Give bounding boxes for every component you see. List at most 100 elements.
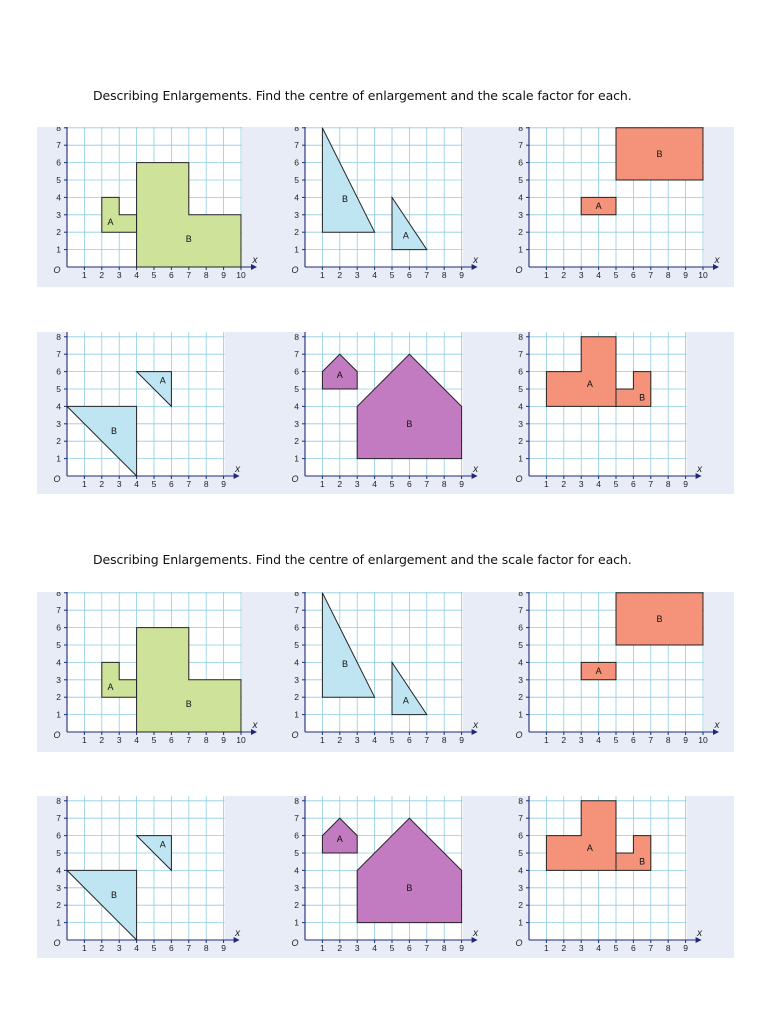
y-tick-label: 6 — [518, 367, 523, 377]
x-axis-label: x — [472, 464, 479, 475]
y-tick-label: 1 — [518, 918, 523, 928]
x-tick-label: 4 — [372, 479, 377, 489]
origin-label: O — [515, 265, 522, 275]
x-tick-label: 10 — [698, 270, 708, 280]
y-tick-label: 3 — [518, 210, 523, 220]
x-tick-label: 7 — [424, 270, 429, 280]
y-tick-label: 5 — [294, 175, 299, 185]
shape-b — [615, 592, 704, 646]
shape-label-b: B — [639, 857, 645, 867]
graphs-svg-3: 12345678910123456789OxyaAB12345678912345… — [53, 592, 721, 745]
x-tick-label: 2 — [337, 479, 342, 489]
x-tick-label: 6 — [169, 270, 174, 280]
x-tick-label: 2 — [337, 735, 342, 745]
y-tick-label: 1 — [294, 454, 299, 464]
y-tick-label: 8 — [294, 127, 299, 133]
y-tick-label: 5 — [518, 175, 523, 185]
x-axis-arrow-icon — [471, 937, 478, 943]
graphs-svg-1: 12345678910123456789OxyaAB12345678912345… — [53, 127, 721, 280]
x-tick-label: 7 — [424, 943, 429, 953]
y-tick-label: 4 — [56, 401, 61, 411]
origin-label: O — [515, 938, 522, 948]
x-axis-arrow-icon — [471, 729, 478, 735]
x-tick-label: 1 — [320, 270, 325, 280]
shape-label-b: B — [111, 890, 117, 900]
y-tick-label: 3 — [294, 210, 299, 220]
y-tick-label: 6 — [56, 623, 61, 633]
x-tick-label: 2 — [337, 943, 342, 953]
y-tick-label: 2 — [56, 692, 61, 702]
x-tick-label: 6 — [407, 479, 412, 489]
shape-a — [321, 353, 358, 390]
x-tick-label: 3 — [117, 735, 122, 745]
y-tick-label: 3 — [518, 419, 523, 429]
x-tick-label: 6 — [631, 943, 636, 953]
y-tick-label: 5 — [56, 640, 61, 650]
y-tick-label: 2 — [294, 900, 299, 910]
x-tick-label: 9 — [221, 270, 226, 280]
shape-label-b: B — [639, 393, 645, 403]
graphs-svg-2: 123456789123456789OxyaBA1234567891234567… — [53, 332, 703, 489]
y-tick-label: 2 — [56, 900, 61, 910]
x-tick-label: 6 — [631, 270, 636, 280]
graph-a: 123456789123456789OxyaBA — [53, 796, 241, 953]
y-tick-label: 7 — [56, 605, 61, 615]
x-tick-label: 5 — [152, 735, 157, 745]
x-tick-label: 3 — [355, 735, 360, 745]
y-tick-label: 3 — [518, 883, 523, 893]
y-tick-label: 3 — [56, 675, 61, 685]
x-tick-label: 1 — [82, 479, 87, 489]
x-tick-label: 2 — [561, 735, 566, 745]
origin-label: O — [515, 474, 522, 484]
y-tick-label: 2 — [518, 692, 523, 702]
y-tick-label: 1 — [518, 454, 523, 464]
y-tick-label: 1 — [294, 245, 299, 255]
x-tick-label: 5 — [390, 270, 395, 280]
graph-b: 123456789123456789OxybAB — [291, 332, 479, 489]
shape-label-a: A — [587, 379, 593, 389]
worksheet-heading-1: Describing Enlargements. Find the centre… — [93, 88, 632, 103]
x-tick-label: 3 — [355, 943, 360, 953]
x-axis-arrow-icon — [471, 473, 478, 479]
shape-b — [136, 627, 242, 733]
shape-label-b: B — [186, 699, 192, 709]
x-tick-label: 5 — [390, 943, 395, 953]
x-tick-label: 7 — [186, 735, 191, 745]
x-tick-label: 2 — [99, 735, 104, 745]
y-tick-label: 8 — [56, 592, 61, 598]
x-axis-label: x — [252, 720, 259, 731]
shape-label-b: B — [186, 234, 192, 244]
x-tick-label: 3 — [579, 943, 584, 953]
x-tick-label: 8 — [666, 270, 671, 280]
shape-a — [321, 817, 358, 854]
shape-label-a: A — [107, 682, 113, 692]
x-tick-label: 6 — [631, 735, 636, 745]
y-tick-label: 4 — [518, 192, 523, 202]
graph-a: 12345678910123456789OxyaAB — [53, 592, 259, 745]
graph-b: 123456789123456789OxybBA — [291, 127, 479, 280]
x-tick-label: 6 — [407, 270, 412, 280]
y-tick-label: 5 — [56, 384, 61, 394]
x-axis-label: x — [472, 928, 479, 939]
y-tick-label: 6 — [518, 623, 523, 633]
x-tick-label: 2 — [561, 270, 566, 280]
x-tick-label: 1 — [544, 479, 549, 489]
x-tick-label: 8 — [666, 735, 671, 745]
x-tick-label: 6 — [169, 943, 174, 953]
x-tick-label: 5 — [614, 735, 619, 745]
x-tick-label: 5 — [152, 479, 157, 489]
x-axis-label: x — [234, 928, 241, 939]
y-tick-label: 3 — [294, 883, 299, 893]
x-axis-label: x — [696, 464, 703, 475]
shape-a — [391, 195, 428, 251]
x-tick-label: 7 — [186, 270, 191, 280]
x-tick-label: 6 — [169, 735, 174, 745]
x-tick-label: 4 — [372, 270, 377, 280]
x-axis-arrow-icon — [233, 937, 240, 943]
y-tick-label: 7 — [56, 349, 61, 359]
y-tick-label: 1 — [56, 454, 61, 464]
shape-label-a: A — [337, 834, 343, 844]
x-axis-label: x — [252, 255, 259, 266]
x-tick-label: 4 — [134, 270, 139, 280]
x-tick-label: 8 — [442, 479, 447, 489]
